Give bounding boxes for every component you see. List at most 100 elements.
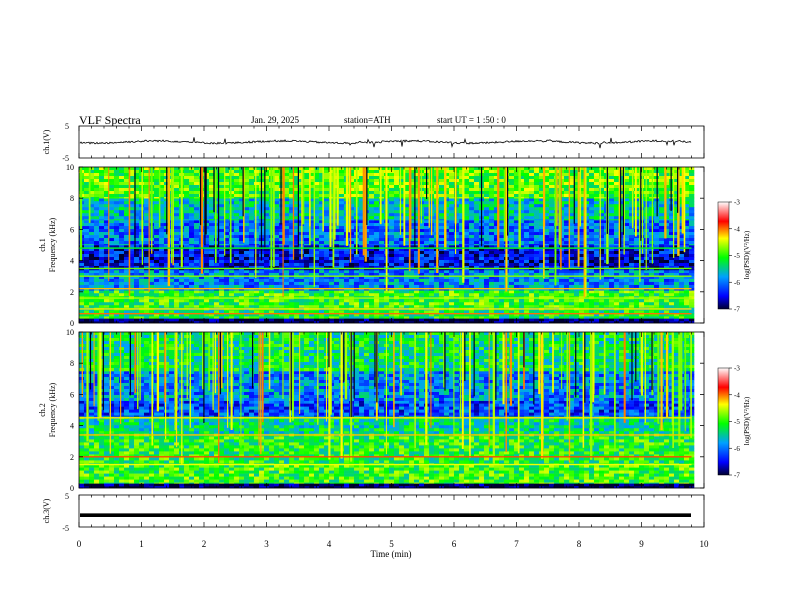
spectrogram-cell: [154, 251, 160, 255]
spectrogram-cell: [349, 293, 355, 297]
spectrogram-cell: [679, 223, 685, 227]
spectrogram-cell: [554, 310, 560, 314]
spectrogram-cell: [524, 269, 530, 271]
spectrogram-cell: [409, 305, 415, 308]
spectrogram-cell: [119, 318, 125, 322]
spectrogram-cell: [294, 272, 300, 277]
spectrogram-cell: [319, 260, 325, 264]
spectrogram-cell: [389, 204, 395, 208]
spectrogram-cell: [269, 299, 275, 303]
spectrogram-cell: [114, 232, 120, 236]
spectrogram-cell: [569, 235, 575, 239]
spectrogram-cell: [549, 263, 555, 267]
spectrogram-cell: [689, 272, 695, 277]
spectrogram-cell: [259, 275, 265, 280]
spectrogram-cell: [654, 260, 660, 264]
spectrogram-cell: [139, 299, 145, 303]
spectrogram-cell: [394, 316, 400, 319]
spectrogram-cell: [594, 318, 600, 322]
spectrogram-cell: [589, 226, 595, 230]
spectrogram-cell: [194, 316, 200, 319]
spectrogram-cell: [474, 198, 480, 202]
spectrogram-cell: [359, 321, 365, 324]
spectrogram-cell: [339, 310, 345, 314]
spectrogram-cell: [664, 272, 670, 277]
spectrogram-cell: [679, 266, 685, 270]
spectrogram-cell: [289, 302, 295, 306]
spectrogram-cell: [554, 275, 560, 280]
spectrogram-cell: [629, 226, 635, 230]
spectrogram-cell: [619, 321, 625, 324]
spectrogram-cell: [599, 260, 605, 264]
spectrogram-cell: [564, 248, 570, 252]
spectrogram-cell: [579, 229, 585, 233]
spectrogram-cell: [154, 316, 160, 319]
spectrogram-cell: [649, 235, 655, 239]
spectrogram-cell: [209, 266, 215, 270]
spectrogram-cell: [669, 318, 675, 322]
spectrogram-cell: [624, 248, 630, 252]
spectrogram-cell: [459, 310, 465, 314]
spectrogram-cell: [634, 272, 640, 277]
spectrogram-cell: [419, 299, 425, 303]
spectrogram-cell: [229, 263, 235, 267]
spectrogram-cell: [544, 269, 550, 271]
spectrogram-cell: [464, 316, 470, 319]
spectrogram-cell: [689, 296, 695, 300]
spectrogram-cell: [494, 220, 500, 224]
spectrogram-cell: [344, 310, 350, 314]
spectrogram-cell: [494, 235, 500, 239]
spectrogram-cell: [544, 254, 550, 258]
spectrogram-cell: [489, 238, 495, 242]
spectrogram-cell: [224, 272, 230, 277]
spectrogram-cell: [534, 248, 540, 252]
spectrogram-cell: [574, 244, 580, 246]
spectrogram-cell: [384, 293, 390, 297]
spectrogram-cell: [509, 266, 515, 270]
spectrogram-cell: [329, 310, 335, 314]
spectrogram-cell: [514, 272, 520, 277]
figure-title: VLF Spectra: [79, 113, 141, 127]
spectrogram-cell: [569, 229, 575, 233]
spectrogram-cell: [144, 302, 150, 306]
spectrogram-cell: [239, 269, 245, 274]
spectrogram-cell: [649, 226, 655, 230]
spectrogram-cell: [279, 272, 285, 277]
spectrogram-cell: [214, 226, 220, 230]
spectrogram-cell: [449, 248, 455, 252]
spectrogram-cell: [129, 223, 135, 227]
spectrogram-cell: [419, 275, 425, 280]
spectrogram-cell: [624, 305, 630, 308]
spectrogram-cell: [204, 245, 210, 249]
spectrogram-cell: [499, 313, 505, 317]
spectrogram-cell: [614, 226, 620, 230]
spectrogram-cell: [239, 310, 245, 314]
spectrogram-cell: [554, 244, 560, 246]
spectrogram-cell: [544, 248, 550, 252]
spectrogram-cell: [174, 302, 180, 306]
spectrogram-cell: [654, 318, 660, 322]
spectrogram-cell: [509, 223, 515, 227]
spectrogram-cell: [584, 220, 590, 224]
spectrogram-cell: [429, 281, 435, 286]
spectrogram-cell: [644, 275, 650, 280]
spectrogram-cell: [254, 318, 260, 322]
spectrogram-cell: [189, 223, 195, 227]
spectrogram-cell: [289, 275, 295, 280]
spectrogram-cell: [459, 318, 465, 322]
spectrogram-cell: [569, 244, 575, 246]
spectrogram-cell: [124, 278, 130, 283]
spectrogram-cell: [554, 278, 560, 283]
spectrogram-cell: [219, 305, 225, 308]
spectrogram-cell: [474, 302, 480, 306]
spectrogram-cell: [184, 201, 190, 205]
spectrogram-cell: [259, 313, 265, 317]
spectrogram-cell: [249, 229, 255, 233]
spectrogram-cell: [184, 229, 190, 233]
spectrogram-cell: [154, 238, 160, 242]
spectrogram-cell: [479, 245, 485, 249]
spectrogram-cell: [444, 305, 450, 308]
spectrogram-cell: [664, 281, 670, 286]
spectrogram-cell: [194, 275, 200, 280]
spectrogram-cell: [119, 257, 125, 261]
